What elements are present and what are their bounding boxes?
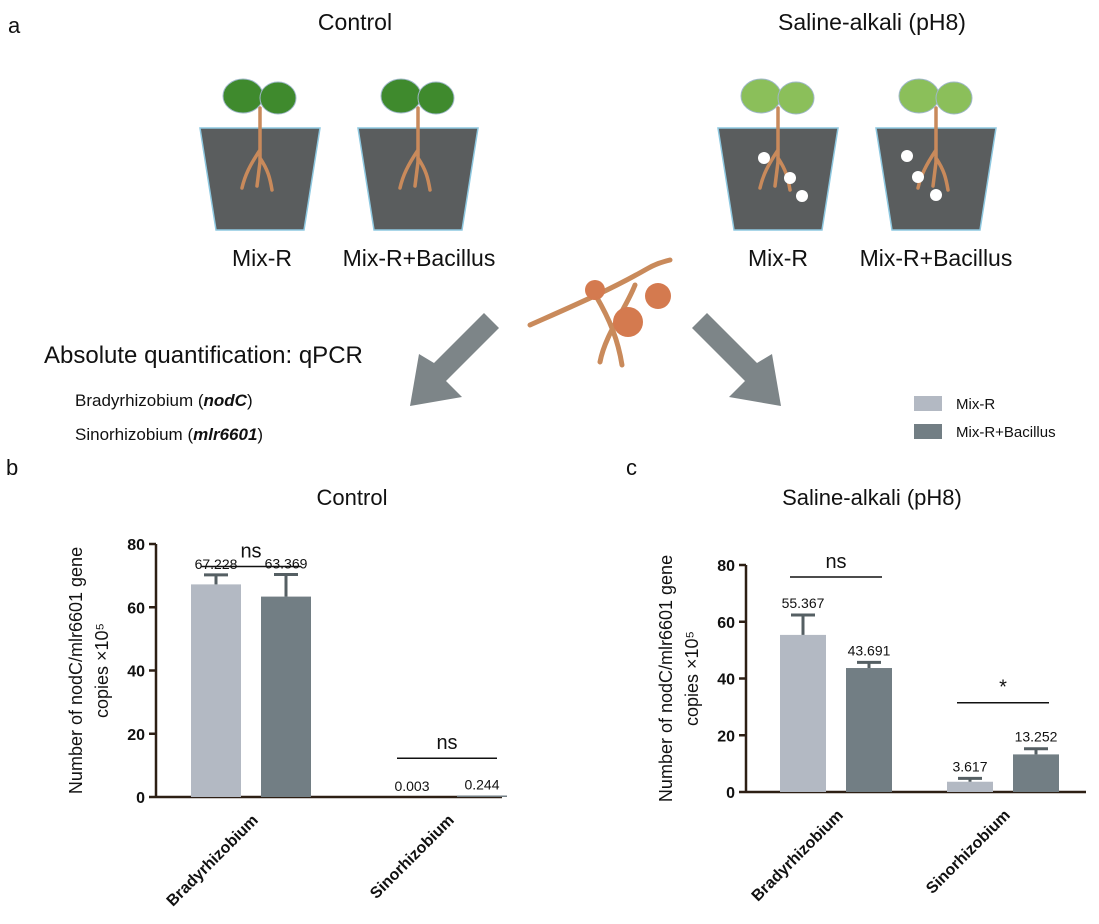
pot-label-control-mixr: Mix-R bbox=[232, 245, 292, 271]
significance-label: ns bbox=[240, 540, 261, 562]
value-label: 0.244 bbox=[464, 777, 499, 793]
legend-swatch-mixr-bacillus bbox=[914, 424, 942, 439]
chart-title: Control bbox=[317, 485, 388, 510]
gene-line-sinorhizobium: Sinorhizobium (mlr6601) bbox=[75, 425, 263, 444]
value-label: 0.003 bbox=[394, 778, 429, 794]
y-tick-label: 80 bbox=[717, 558, 735, 575]
y-tick-label: 0 bbox=[136, 790, 145, 807]
value-label: 3.617 bbox=[952, 758, 987, 774]
bar bbox=[846, 668, 892, 792]
arrow-to-saline-chart-icon bbox=[692, 313, 781, 406]
legend: Mix-R Mix-R+Bacillus bbox=[914, 396, 1056, 441]
pot-saline-mixr-icon bbox=[717, 78, 839, 231]
y-tick-label: 20 bbox=[127, 727, 145, 744]
category-label: Bradyrhizobium bbox=[164, 812, 262, 910]
significance-label: * bbox=[999, 677, 1007, 699]
arrow-to-control-chart-icon bbox=[410, 313, 499, 406]
significance-label: ns bbox=[436, 732, 457, 754]
pot-label-control-mixr-bacillus: Mix-R+Bacillus bbox=[343, 245, 496, 271]
bar bbox=[1013, 754, 1059, 792]
category-label: Sinorhizobium bbox=[923, 807, 1014, 898]
gene-line-bradyrhizobium: Bradyrhizobium (nodC) bbox=[75, 391, 253, 410]
significance-label: ns bbox=[825, 551, 846, 573]
y-axis-label: Number of nodC/mlr6601 gene copies ×10⁵ bbox=[656, 555, 702, 802]
bar bbox=[780, 634, 826, 792]
chart-saline: Saline-alkali (pH8) Number of nodC/mlr660… bbox=[656, 485, 1086, 905]
panel-letter-a: a bbox=[8, 13, 21, 38]
pot-label-saline-mixr: Mix-R bbox=[748, 245, 808, 271]
saline-condition-title: Saline-alkali (pH8) bbox=[778, 9, 966, 35]
pot-illustrations bbox=[199, 78, 997, 231]
value-label: 67.228 bbox=[195, 556, 238, 572]
pot-saline-mixr-bacillus-icon bbox=[875, 78, 997, 231]
value-label: 13.252 bbox=[1015, 729, 1058, 745]
y-tick-label: 0 bbox=[726, 785, 735, 802]
value-label: 43.691 bbox=[848, 642, 891, 658]
y-tick-label: 60 bbox=[127, 600, 145, 617]
method-title: Absolute quantification: qPCR bbox=[44, 342, 363, 369]
chart-control: Control Number of nodC/mlr6601 gene copies… bbox=[66, 485, 507, 910]
pot-label-saline-mixr-bacillus: Mix-R+Bacillus bbox=[860, 245, 1013, 271]
y-axis-label: Number of nodC/mlr6601 gene copies ×10⁵ bbox=[66, 547, 112, 794]
category-label: Bradyrhizobium bbox=[749, 807, 847, 905]
y-tick-label: 40 bbox=[127, 664, 145, 681]
legend-label-mixr-bacillus: Mix-R+Bacillus bbox=[956, 424, 1056, 441]
y-tick-label: 40 bbox=[717, 672, 735, 689]
value-label: 63.369 bbox=[265, 555, 308, 571]
pot-control-mixr-bacillus-icon bbox=[357, 78, 479, 231]
pot-control-mixr-icon bbox=[199, 78, 321, 231]
y-tick-label: 80 bbox=[127, 537, 145, 554]
legend-swatch-mixr bbox=[914, 396, 942, 411]
panel-letter-c: c bbox=[626, 455, 637, 480]
panel-letter-b: b bbox=[6, 455, 18, 480]
bar bbox=[261, 596, 311, 797]
bar bbox=[947, 781, 993, 792]
control-condition-title: Control bbox=[318, 9, 392, 35]
y-tick-label: 60 bbox=[717, 615, 735, 632]
chart-title: Saline-alkali (pH8) bbox=[782, 485, 962, 510]
bar bbox=[191, 584, 241, 797]
nodulated-root-icon bbox=[527, 257, 673, 368]
category-label: Sinorhizobium bbox=[367, 812, 458, 903]
legend-label-mixr: Mix-R bbox=[956, 396, 995, 413]
value-label: 55.367 bbox=[782, 595, 825, 611]
y-tick-label: 20 bbox=[717, 728, 735, 745]
bar bbox=[457, 795, 507, 797]
